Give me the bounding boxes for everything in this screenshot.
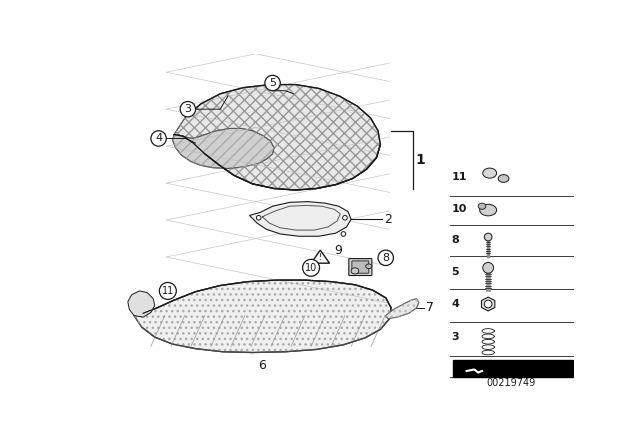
Text: 00219749: 00219749 bbox=[486, 378, 536, 388]
Ellipse shape bbox=[480, 204, 497, 216]
Text: 7: 7 bbox=[426, 302, 434, 314]
Text: 3: 3 bbox=[184, 104, 191, 114]
Polygon shape bbox=[452, 360, 573, 377]
Circle shape bbox=[151, 131, 166, 146]
Text: 2: 2 bbox=[384, 213, 392, 226]
Polygon shape bbox=[386, 299, 419, 319]
Text: 4: 4 bbox=[451, 299, 459, 309]
Ellipse shape bbox=[498, 175, 509, 182]
Polygon shape bbox=[481, 297, 495, 311]
Text: 11: 11 bbox=[162, 286, 174, 296]
Polygon shape bbox=[250, 202, 351, 236]
Circle shape bbox=[159, 282, 176, 299]
Polygon shape bbox=[311, 250, 330, 263]
Ellipse shape bbox=[365, 264, 372, 269]
Text: 3: 3 bbox=[451, 332, 459, 342]
Ellipse shape bbox=[478, 203, 486, 209]
Polygon shape bbox=[174, 85, 380, 190]
Text: 4: 4 bbox=[155, 134, 162, 143]
Circle shape bbox=[257, 215, 261, 220]
Circle shape bbox=[484, 300, 492, 308]
Text: 1: 1 bbox=[415, 153, 425, 167]
Text: 9: 9 bbox=[334, 244, 342, 257]
Circle shape bbox=[180, 102, 196, 117]
Text: 6: 6 bbox=[259, 359, 266, 372]
FancyBboxPatch shape bbox=[352, 261, 369, 273]
Circle shape bbox=[303, 259, 319, 276]
Text: 10: 10 bbox=[451, 204, 467, 214]
Ellipse shape bbox=[351, 268, 359, 274]
Text: 5: 5 bbox=[451, 267, 459, 277]
Circle shape bbox=[341, 232, 346, 236]
FancyBboxPatch shape bbox=[349, 258, 372, 276]
Circle shape bbox=[483, 263, 493, 273]
Polygon shape bbox=[172, 129, 274, 168]
Text: 8: 8 bbox=[382, 253, 389, 263]
Ellipse shape bbox=[483, 168, 497, 178]
Text: 8: 8 bbox=[451, 235, 459, 245]
Text: 11: 11 bbox=[451, 172, 467, 182]
Circle shape bbox=[484, 233, 492, 241]
Circle shape bbox=[265, 75, 280, 90]
Text: !: ! bbox=[319, 253, 322, 263]
Polygon shape bbox=[134, 280, 391, 353]
Text: 5: 5 bbox=[269, 78, 276, 88]
Circle shape bbox=[342, 215, 348, 220]
Circle shape bbox=[378, 250, 394, 266]
Text: 10: 10 bbox=[305, 263, 317, 273]
Polygon shape bbox=[128, 291, 155, 317]
